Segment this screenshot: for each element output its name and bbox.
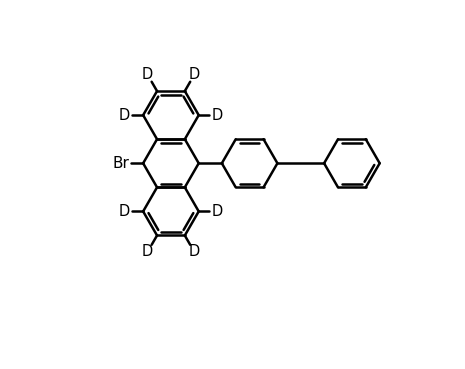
Text: D: D xyxy=(142,67,153,82)
Text: D: D xyxy=(119,204,130,219)
Text: D: D xyxy=(189,244,200,259)
Text: D: D xyxy=(142,244,153,259)
Text: Br: Br xyxy=(113,156,129,171)
Text: D: D xyxy=(212,204,223,219)
Text: D: D xyxy=(212,108,223,123)
Text: D: D xyxy=(119,108,130,123)
Text: D: D xyxy=(189,67,200,82)
